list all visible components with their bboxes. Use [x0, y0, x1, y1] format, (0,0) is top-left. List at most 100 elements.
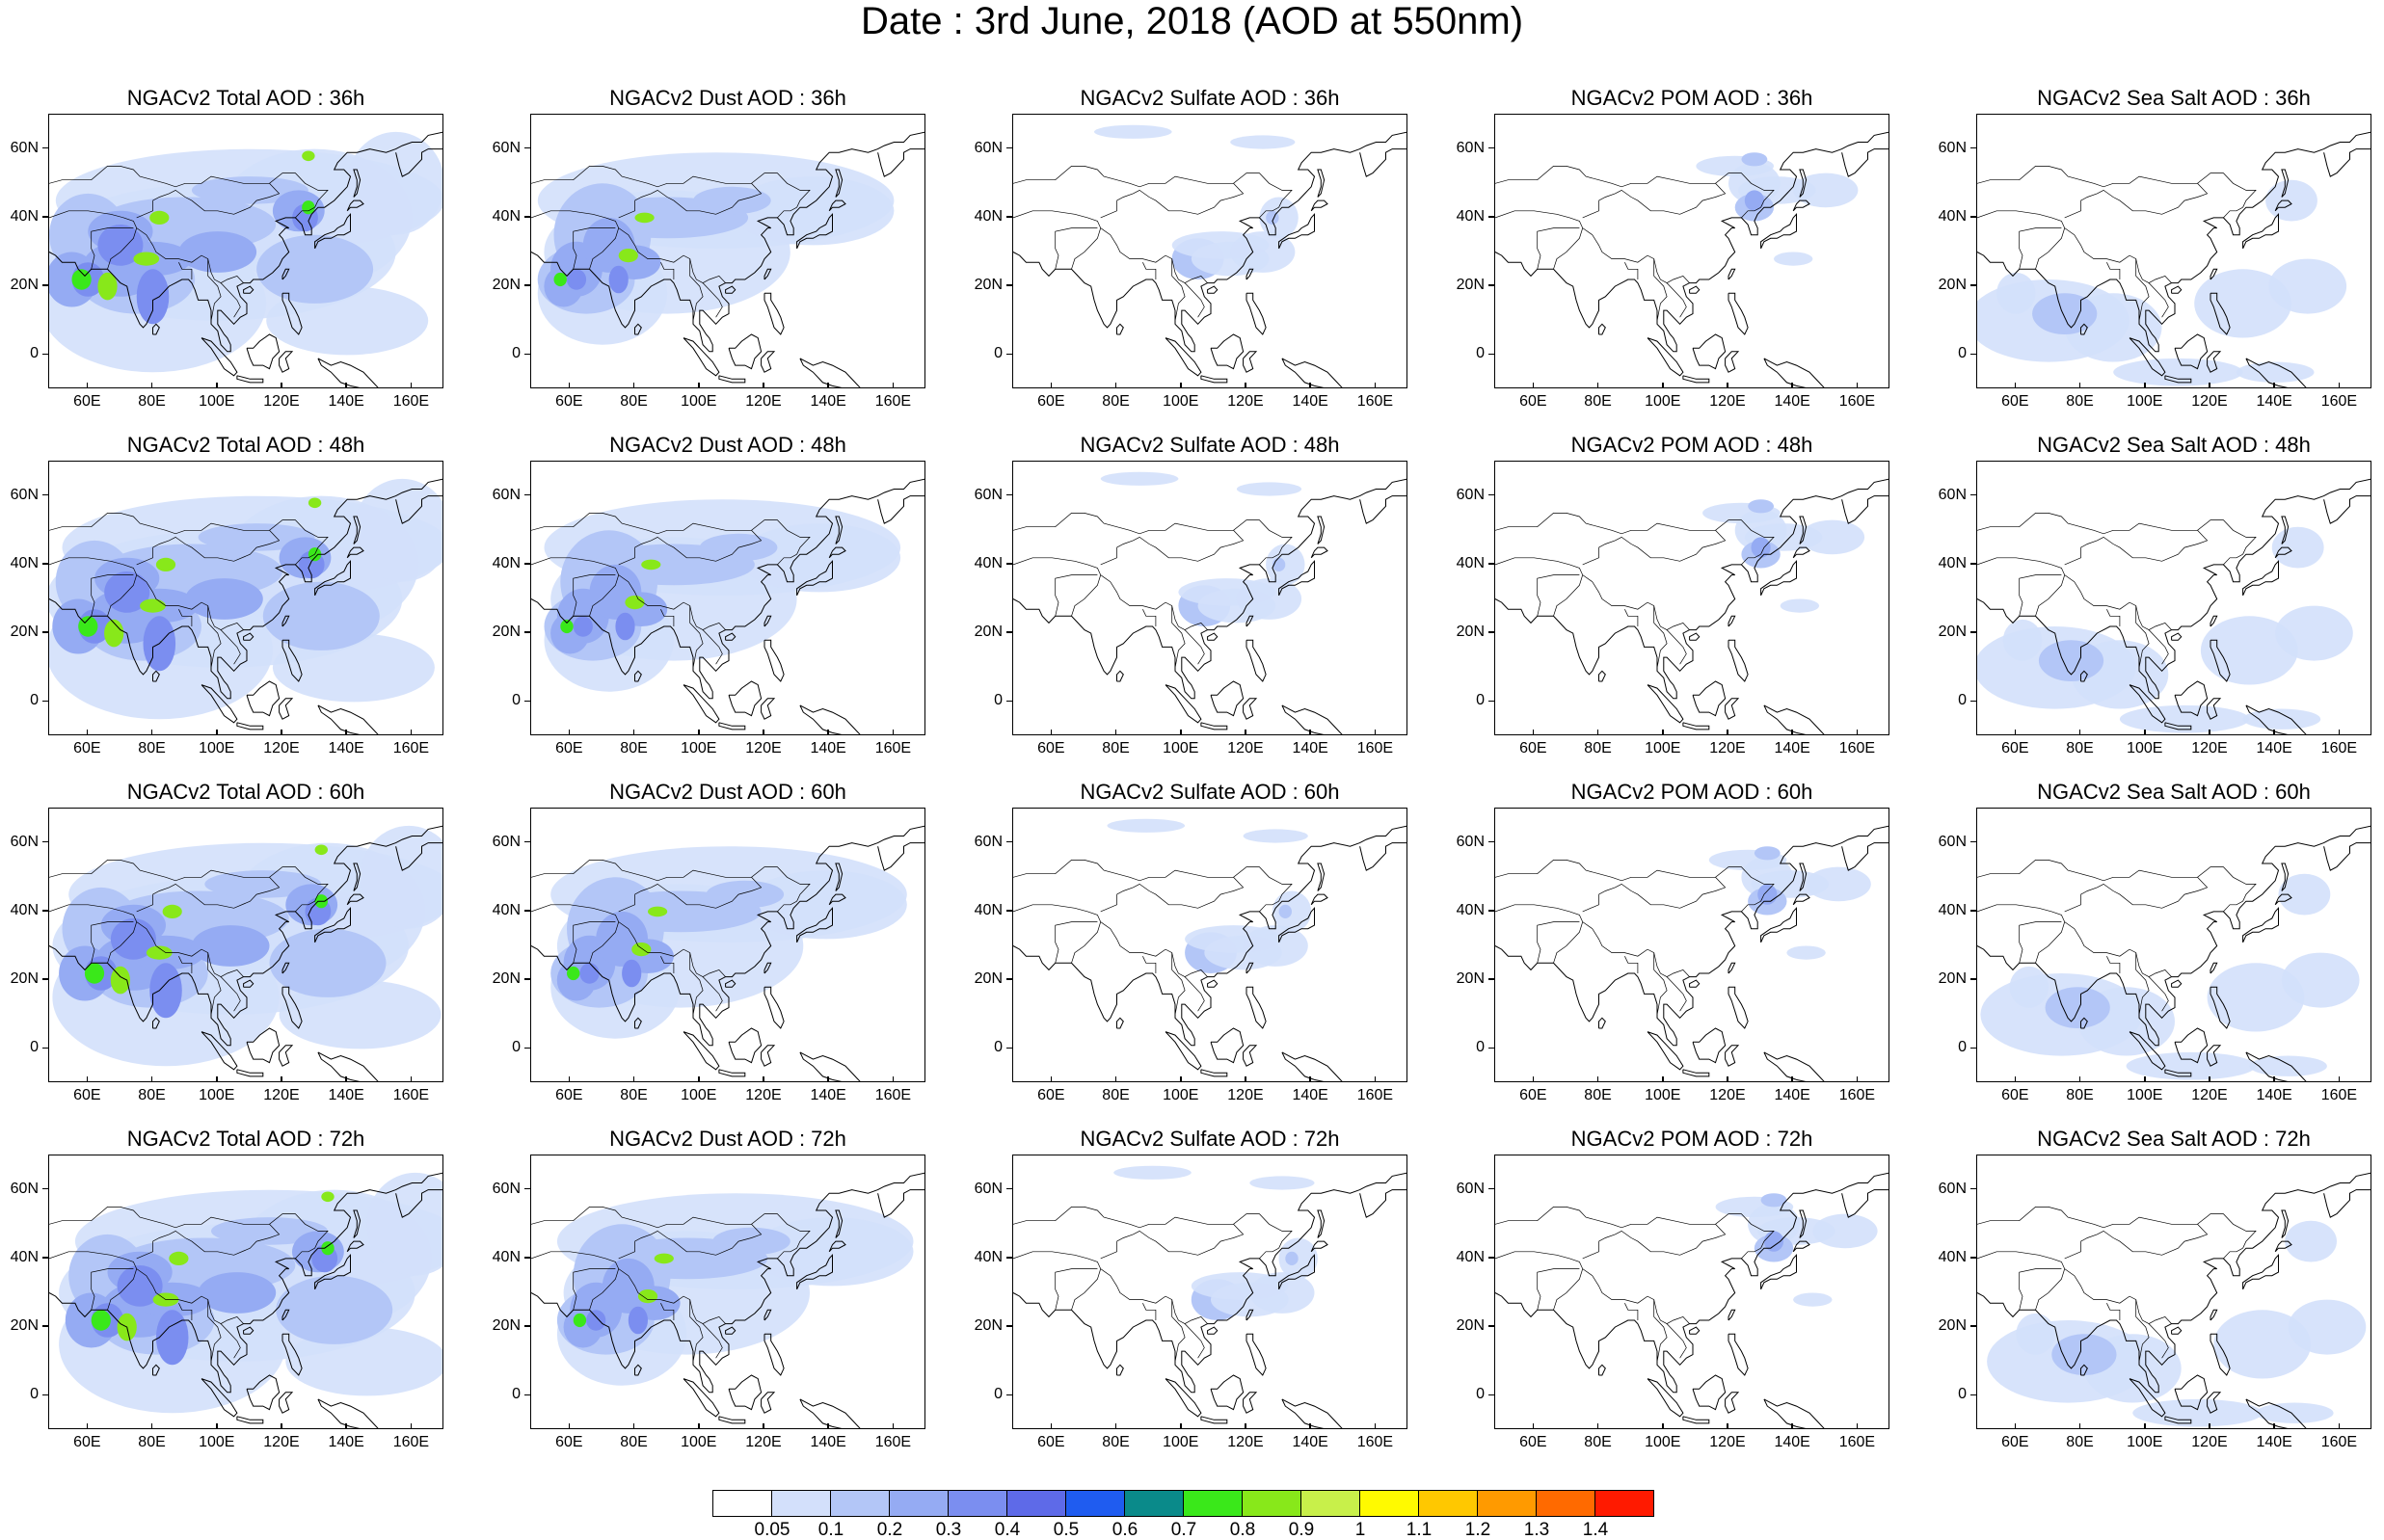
colorbar-swatch	[1536, 1490, 1595, 1517]
lat-tick	[42, 1325, 48, 1327]
lon-label: 140E	[810, 393, 846, 410]
coastline	[2245, 358, 2307, 387]
country-border	[1013, 210, 1102, 228]
country-border	[1977, 557, 2066, 575]
coastline	[395, 1189, 442, 1218]
coastline	[314, 213, 351, 250]
aod-map	[49, 825, 442, 1081]
coastline	[2245, 1398, 2307, 1428]
aod-contour	[566, 269, 587, 290]
colorbar-swatch	[1418, 1490, 1478, 1517]
panel-title: NGACv2 POM AOD : 60h	[1570, 780, 1813, 804]
lat-label: 40N	[10, 207, 39, 225]
country-border	[1653, 258, 1668, 321]
lon-tick	[410, 730, 413, 735]
lat-label: 20N	[492, 970, 521, 988]
lon-tick	[281, 1423, 282, 1429]
lat-label: 40N	[1456, 554, 1485, 571]
aod-contour	[285, 1327, 442, 1396]
country-border	[660, 956, 675, 973]
lat-tick	[42, 700, 48, 703]
aod-contour	[136, 269, 170, 325]
coastline	[2207, 1045, 2222, 1067]
panel-title: NGACv2 Sea Salt AOD : 60h	[2037, 780, 2311, 804]
country-border	[634, 1224, 763, 1256]
coastline	[353, 516, 362, 544]
coastline	[2242, 213, 2279, 250]
coastline	[1116, 323, 1124, 335]
aod-contour	[308, 497, 322, 509]
map-area	[48, 1155, 443, 1429]
country-border	[1495, 210, 1584, 228]
coastline	[1692, 680, 1727, 717]
coastline	[531, 1172, 924, 1394]
lat-tick	[42, 146, 48, 149]
coastline	[728, 333, 763, 370]
country-border	[1055, 574, 1098, 617]
aod-contour	[586, 1310, 606, 1331]
lat-label: 0	[994, 1386, 1003, 1403]
lon-tick	[1791, 1423, 1793, 1429]
lat-tick	[524, 1047, 530, 1049]
country-border	[2106, 609, 2121, 626]
lon-tick	[2014, 1423, 2017, 1429]
panel-title: NGACv2 Dust AOD : 60h	[609, 780, 846, 804]
country-border	[2064, 921, 2172, 977]
country-border	[589, 574, 620, 617]
coastline	[1682, 722, 1710, 730]
colorbar-labels: 0.05 0.1 0.2 0.3 0.4 0.5 0.6 0.7 0.8 0.9 1 1.1 1.2 1.…	[713, 1521, 1677, 1540]
country-border	[1171, 952, 1186, 1015]
map-area	[1976, 114, 2371, 388]
coastline	[1210, 333, 1245, 370]
coastline	[634, 323, 642, 335]
aod-contour	[262, 581, 380, 651]
coastline	[2210, 292, 2231, 335]
coastline	[877, 495, 924, 524]
lon-label: 140E	[2256, 740, 2292, 757]
lon-label: 60E	[555, 740, 583, 757]
lon-tick	[1596, 1076, 1599, 1082]
aod-contour	[347, 131, 442, 235]
aod-contour	[712, 1227, 790, 1256]
coastline	[1317, 169, 1326, 198]
country-border	[618, 200, 635, 219]
lon-label: 60E	[2001, 1434, 2029, 1450]
country-border	[660, 262, 675, 279]
country-border	[1598, 530, 1727, 562]
lon-tick	[150, 1423, 153, 1429]
lon-label: 140E	[810, 1087, 846, 1103]
lon-tick	[1662, 730, 1664, 735]
aod-contour	[1249, 1176, 1315, 1190]
lon-tick	[1245, 1076, 1246, 1082]
coastline	[281, 962, 290, 974]
lon-tick	[2014, 1076, 2017, 1082]
country-border	[1553, 574, 1584, 617]
lon-tick	[1374, 730, 1377, 735]
coastline	[1760, 560, 1797, 597]
country-border	[1624, 1303, 1639, 1320]
country-border	[2223, 553, 2243, 566]
lon-label: 120E	[745, 1434, 782, 1450]
country-border	[2135, 605, 2150, 668]
lon-label: 160E	[1356, 1434, 1394, 1450]
country-border	[49, 513, 329, 555]
lon-label: 100E	[2127, 740, 2163, 757]
coastline	[1207, 632, 1219, 641]
lon-tick	[2209, 730, 2210, 735]
lon-tick	[763, 383, 764, 388]
coastline	[2207, 351, 2222, 373]
lat-label: 40N	[1456, 207, 1485, 225]
country-border	[1013, 1251, 1102, 1269]
coastline	[1246, 268, 1254, 280]
lat-label: 20N	[1938, 970, 1967, 988]
lat-label: 0	[1958, 692, 1967, 709]
lon-label: 140E	[2256, 1087, 2292, 1103]
aod-contour	[266, 286, 429, 356]
map-panel: NGACv2 Sulfate AOD : 36h 60N 40N 20N 0 60E 80E…	[964, 83, 1446, 430]
lon-label: 100E	[199, 740, 235, 757]
coastline	[2210, 962, 2218, 974]
lon-tick	[2338, 1076, 2341, 1082]
lat-tick	[1970, 910, 1976, 912]
lat-tick	[524, 978, 530, 980]
lat-label: 60N	[974, 833, 1003, 850]
